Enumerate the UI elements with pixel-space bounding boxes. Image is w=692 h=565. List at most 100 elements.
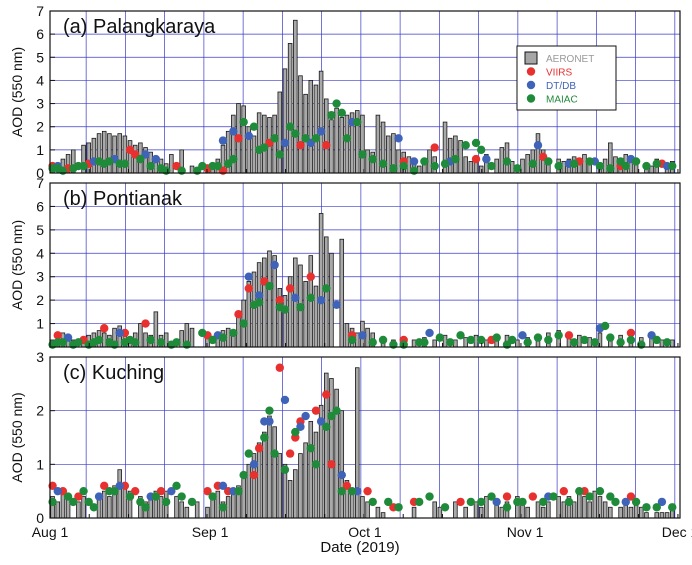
aeronet-bar xyxy=(432,339,437,348)
maiac-point xyxy=(311,460,321,469)
maiac-point xyxy=(554,331,563,340)
maiac-point xyxy=(291,129,300,138)
maiac-point xyxy=(244,449,254,458)
maiac-point xyxy=(626,335,636,345)
maiac-point xyxy=(79,161,88,171)
aeronet-bar xyxy=(329,378,334,519)
maiac-point xyxy=(554,161,563,171)
aeronet-bar xyxy=(303,280,308,348)
aeronet-bar xyxy=(313,84,319,174)
maiac-point xyxy=(378,159,388,168)
maiac-point xyxy=(513,164,522,173)
maiac-point xyxy=(89,503,99,512)
maiac-point xyxy=(492,333,501,342)
maiac-point xyxy=(161,497,171,507)
maiac-point xyxy=(358,150,367,159)
maiac-point xyxy=(575,486,584,496)
maiac-point xyxy=(146,161,155,171)
maiac-point xyxy=(616,338,625,347)
maiac-point xyxy=(337,486,346,496)
maiac-point xyxy=(502,503,512,512)
y-tick-label: 1 xyxy=(36,142,44,158)
x-tick-label: Oct 1 xyxy=(348,524,382,540)
x-tick-label: Sep 1 xyxy=(192,524,229,540)
aeronet-bar xyxy=(354,367,360,519)
maiac-point xyxy=(476,335,486,345)
maiac-point xyxy=(347,486,357,496)
maiac-point xyxy=(151,492,161,501)
maiac-point xyxy=(420,338,429,347)
y-tick-label: 1 xyxy=(36,456,44,472)
legend-swatch xyxy=(524,51,538,65)
maiac-point xyxy=(347,335,357,345)
maiac-point xyxy=(487,492,496,501)
maiac-point xyxy=(652,503,661,512)
viirs-point xyxy=(342,481,352,490)
dtdb-point xyxy=(218,481,228,490)
dtdb-point xyxy=(296,422,305,431)
maiac-point xyxy=(285,122,295,131)
viirs-point xyxy=(285,449,295,458)
maiac-point xyxy=(198,161,207,171)
maiac-point xyxy=(642,161,651,171)
maiac-point xyxy=(208,335,217,345)
dtdb-point xyxy=(409,157,419,166)
aeronet-bar xyxy=(256,442,262,519)
maiac-point xyxy=(218,333,228,342)
maiac-point xyxy=(621,161,630,171)
maiac-point xyxy=(451,154,460,164)
maiac-point xyxy=(440,159,450,168)
legend-marker xyxy=(526,94,536,103)
aeronet-bar xyxy=(205,506,210,519)
aeronet-bar xyxy=(468,161,474,174)
aeronet-bar xyxy=(344,114,350,174)
legend-label: AERONET xyxy=(546,54,594,65)
maiac-point xyxy=(435,333,445,342)
maiac-point xyxy=(254,298,264,307)
maiac-point xyxy=(110,486,119,496)
maiac-point xyxy=(461,141,470,150)
aeronet-bar xyxy=(561,501,567,519)
viirs-point xyxy=(244,284,254,293)
x-axis-label: Date (2019) xyxy=(320,539,399,556)
maiac-point xyxy=(668,503,677,512)
y-tick-label: 2 xyxy=(36,292,44,308)
aeronet-bar xyxy=(602,501,608,519)
maiac-point xyxy=(549,492,558,501)
viirs-point xyxy=(100,324,109,333)
maiac-point xyxy=(420,157,429,166)
y-tick-label: 3 xyxy=(36,269,44,285)
maiac-point xyxy=(353,117,362,127)
maiac-point xyxy=(595,161,605,171)
aeronet-bar xyxy=(540,506,546,519)
maiac-point xyxy=(399,161,408,171)
maiac-point xyxy=(296,302,305,312)
aeronet-bar xyxy=(535,501,541,519)
maiac-point xyxy=(476,497,486,507)
aeronet-bar xyxy=(298,453,303,519)
maiac-point xyxy=(332,406,341,415)
maiac-point xyxy=(528,159,538,168)
maiac-point xyxy=(425,492,434,501)
aeronet-bar xyxy=(664,512,670,519)
viirs-point xyxy=(327,460,336,469)
maiac-point xyxy=(265,406,274,415)
aeronet-bar xyxy=(535,133,541,174)
y-tick-label: 1 xyxy=(36,316,44,332)
maiac-point xyxy=(631,157,641,166)
dtdb-point xyxy=(115,328,124,338)
dtdb-point xyxy=(291,293,300,302)
maiac-point xyxy=(156,338,166,347)
y-tick-label: 2 xyxy=(36,403,44,419)
maiac-point xyxy=(368,154,377,164)
y-tick-label: 2 xyxy=(36,119,44,135)
viirs-point xyxy=(564,331,574,340)
maiac-point xyxy=(585,157,594,166)
y-tick-label: 0 xyxy=(36,165,44,181)
maiac-point xyxy=(430,161,439,171)
aeronet-bar xyxy=(313,285,319,348)
aeronet-bar xyxy=(318,213,324,348)
viirs-point xyxy=(296,141,305,150)
aeronet-bar xyxy=(453,135,458,174)
maiac-point xyxy=(518,497,527,507)
